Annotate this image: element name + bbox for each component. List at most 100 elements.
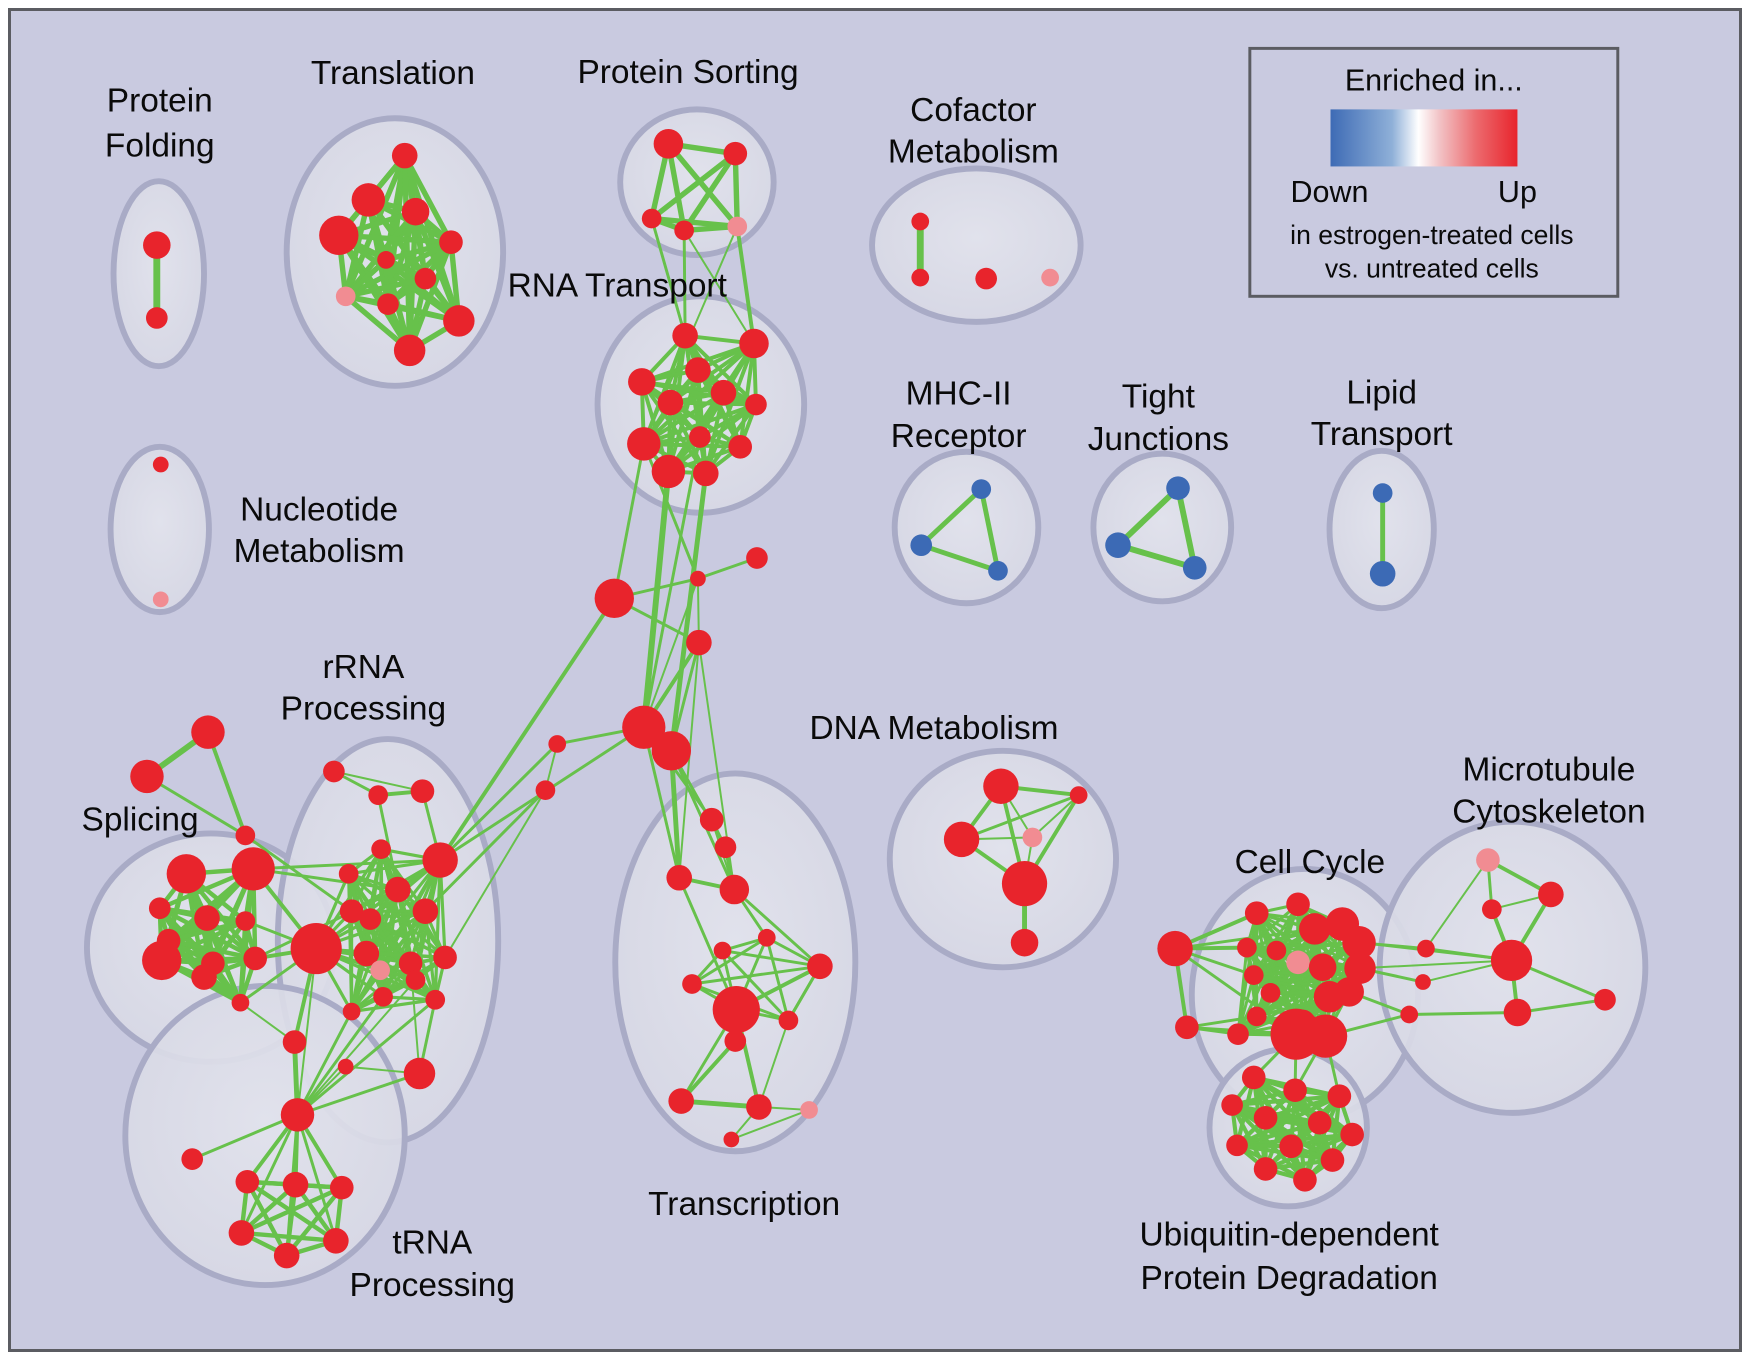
enrichment-edge	[1407, 1011, 1519, 1016]
enrichment-edge	[721, 949, 822, 968]
gene-set-node-10-red	[377, 293, 399, 316]
enrichment-edge	[1175, 485, 1198, 571]
gene-set-node-88-red	[594, 578, 634, 619]
cluster-label-protein-folding-line2: Folding	[105, 128, 215, 165]
gene-set-node-123-red	[1342, 925, 1376, 960]
gene-set-node-61-red	[371, 839, 391, 860]
gene-set-node-125-red	[1266, 940, 1287, 961]
gene-set-node-92-red	[622, 705, 666, 749]
gene-set-node-130-red	[1260, 983, 1281, 1003]
enrichment-edge	[1252, 966, 1362, 977]
enrichment-edge	[296, 979, 417, 1116]
enrichment-edge	[253, 888, 400, 960]
cluster-label-translation-line1: Translation	[311, 55, 475, 92]
enrichment-edge	[296, 947, 318, 1116]
gene-set-node-82-red	[235, 1169, 260, 1194]
gene-set-node-156-red	[1320, 1148, 1345, 1172]
enrichment-edge	[284, 1185, 344, 1258]
gene-set-node-31-red	[911, 268, 930, 287]
enrichment-edge	[1359, 959, 1513, 970]
gene-set-node-75-red	[405, 970, 426, 990]
enrichment-edge	[251, 867, 400, 892]
cluster-label-cofactor-metabolism-line1: Cofactor	[910, 92, 1036, 129]
gene-set-node-8-red	[414, 267, 437, 290]
enrichment-edge	[677, 876, 738, 1012]
gene-set-node-43-blue	[1369, 560, 1396, 587]
figure-frame: Protein Folding Translation Protein Sorting…	[8, 8, 1742, 1352]
gene-set-node-28-red	[651, 454, 686, 489]
gene-set-node-115-red	[1001, 861, 1048, 907]
gene-set-node-79-red	[282, 1030, 307, 1054]
gene-set-node-136-red	[1303, 1014, 1348, 1058]
gene-set-node-55-red	[243, 946, 267, 971]
cluster-label-trna-processing-line1: tRNA	[392, 1225, 473, 1262]
cluster-label-trna-processing-line2: Processing	[350, 1267, 515, 1304]
gene-set-node-107-red	[668, 1088, 694, 1114]
gene-set-node-22-red	[657, 389, 684, 416]
legend-box	[1248, 46, 1620, 298]
gene-set-node-1-red	[145, 307, 168, 329]
enrichment-edge	[239, 1113, 299, 1235]
enrichment-edge	[668, 341, 756, 405]
legend-down-label: Down	[1291, 175, 1369, 209]
gene-set-node-137-red	[1227, 1023, 1249, 1045]
enrichment-edge	[721, 949, 790, 1022]
labels-layer: Protein Folding Translation Protein Sorting…	[82, 54, 1646, 1304]
gene-set-node-138-pink	[1476, 848, 1500, 872]
cluster-label-cofactor-metabolism-line2: Metabolism	[888, 134, 1059, 171]
gene-set-node-27-red	[728, 435, 753, 459]
enrichment-edge	[205, 730, 248, 838]
gene-set-node-158-red	[1293, 1167, 1317, 1192]
enrichment-edge	[433, 858, 442, 1002]
gene-set-node-70-red	[398, 951, 423, 976]
gene-set-node-44-red	[191, 715, 225, 749]
gene-set-node-76-red	[425, 989, 446, 1010]
gene-set-node-64-red	[385, 876, 411, 903]
gene-set-node-2-red	[391, 142, 418, 169]
cluster-label-ubiquitin-degradation-line1: Ubiquitin-dependent	[1140, 1217, 1440, 1254]
enrichment-edge	[296, 995, 385, 1117]
cluster-label-splicing-line1: Splicing	[82, 802, 199, 839]
gene-set-node-81-red	[181, 1148, 204, 1170]
enrichment-edge	[642, 435, 702, 729]
gene-set-node-84-red	[329, 1175, 354, 1200]
gene-set-node-85-red	[228, 1220, 255, 1246]
gene-set-node-0-red	[143, 231, 171, 259]
gene-set-node-40-blue	[1105, 532, 1131, 559]
cluster-ellipse-tight-junctions	[1090, 450, 1235, 605]
enrichment-edge	[243, 833, 354, 913]
gene-set-node-48-red	[231, 847, 275, 891]
gene-set-node-133-red	[1246, 1006, 1267, 1027]
enrichment-edge	[679, 1039, 738, 1104]
gene-set-node-33-pink	[1041, 268, 1059, 287]
gene-set-node-77-red	[403, 1057, 436, 1090]
gene-set-node-90-red	[746, 547, 768, 569]
gene-set-node-148-red	[1283, 1078, 1307, 1103]
cluster-ellipse-cofactor-metabolism	[869, 165, 1084, 325]
gene-set-node-142-red	[1503, 998, 1532, 1027]
enrichment-edge	[190, 1113, 299, 1161]
cluster-label-transcription-line1: Transcription	[648, 1186, 840, 1223]
enrichment-edge	[1115, 485, 1181, 549]
gene-set-node-23-red	[710, 379, 737, 406]
gene-set-node-41-blue	[1182, 556, 1207, 580]
enrichment-edge	[683, 229, 755, 345]
enrichment-edge	[650, 217, 687, 338]
legend-gradient-bar	[1330, 109, 1518, 167]
enrichment-edge	[683, 333, 758, 407]
gene-set-node-157-red	[1253, 1157, 1278, 1181]
cluster-label-microtubule-cytoskeleton-line2: Cytoskeleton	[1452, 794, 1645, 831]
gene-set-node-144-red	[1417, 939, 1435, 958]
enrichment-edge	[1424, 859, 1489, 950]
gene-set-node-34-red	[152, 456, 169, 473]
gene-set-node-7-red	[377, 251, 395, 269]
cluster-label-nucleotide-metabolism-line2: Metabolism	[234, 533, 405, 570]
enrichment-edge	[960, 793, 1081, 841]
gene-set-node-108-red	[746, 1094, 772, 1120]
cluster-label-rna-transport-line1: RNA Transport	[508, 267, 728, 304]
enrichment-edge	[639, 379, 758, 407]
gene-set-node-3-red	[351, 183, 386, 217]
gene-set-node-30-red	[911, 212, 930, 231]
gene-set-node-146-red	[1400, 1005, 1419, 1024]
legend-title: Enriched in...	[1345, 64, 1523, 98]
